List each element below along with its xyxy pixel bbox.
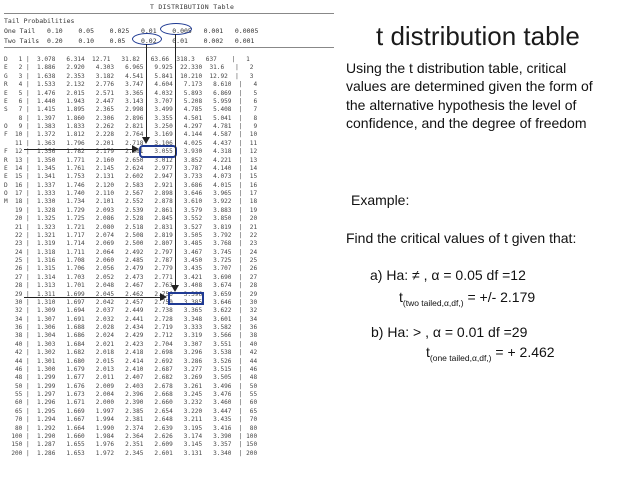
table-row: 32 | 1.309 1.694 2.037 2.449 2.738 3.365… — [4, 307, 258, 315]
table-row: R 4 | 1.533 2.132 2.776 3.747 4.604 7.17… — [4, 81, 258, 89]
table-row: M 18 | 1.330 1.734 2.101 2.552 2.878 3.6… — [4, 198, 258, 206]
case-a-t-symbol: t — [399, 289, 403, 305]
df-29-arrow-head — [160, 293, 167, 301]
case-b-t-symbol: t — [426, 344, 430, 360]
alpha-0-01-one-tail-marker — [160, 23, 192, 35]
table-row: 55 | 1.297 1.673 2.004 2.396 2.668 3.245… — [4, 391, 258, 398]
case-b-condition: b) Ha: > , α = 0.01 df =29 — [371, 324, 528, 340]
table-row: R 13 | 1.350 1.771 2.160 2.650 3.012 3.8… — [4, 156, 258, 164]
table-header-two-tails: Two Tails 0.20 0.10 0.05 0.02 0.01 0.002… — [4, 37, 255, 45]
table-row: 38 | 1.304 1.686 2.024 2.429 2.712 3.319… — [4, 332, 258, 340]
alpha-one-tail-arrow-head — [171, 285, 179, 292]
df-12-arrow-line — [24, 149, 132, 150]
table-row: O 9 | 1.383 1.833 2.262 2.821 3.250 4.29… — [4, 123, 258, 130]
table-body: D 1 | 3.078 6.314 12.71 31.82 63.66 318.… — [4, 56, 257, 458]
case-b-value: = + 2.462 — [491, 344, 555, 360]
case-a-condition: a) Ha: ≠ , α = 0.05 df =12 — [370, 267, 526, 283]
table-row: 19 | 1.328 1.729 2.093 2.539 2.861 3.579… — [4, 206, 258, 214]
critical-value-2-179-highlight — [139, 145, 177, 158]
table-row: 70 | 1.294 1.667 1.994 2.381 2.648 3.211… — [4, 416, 258, 424]
table-row: 21 | 1.323 1.721 2.080 2.518 2.831 3.527… — [4, 223, 258, 231]
table-row: 30 | 1.310 1.697 2.042 2.457 2.750 3.385… — [4, 298, 258, 306]
t-distribution-table-image: T DISTRIBUTION Table Tail Probabilities … — [4, 3, 334, 458]
table-row: E 15 | 1.341 1.753 2.131 2.602 2.947 3.7… — [4, 173, 258, 181]
table-top-rule — [4, 13, 334, 14]
table-row: 50 | 1.299 1.676 2.009 2.403 2.678 3.261… — [4, 382, 258, 390]
alpha-one-tail-arrow-line — [175, 34, 176, 285]
table-row: 200 | 1.286 1.653 1.972 2.345 2.601 3.13… — [4, 449, 258, 457]
table-row: 34 | 1.307 1.691 2.032 2.441 2.728 3.348… — [4, 315, 258, 323]
example-label: Example: — [351, 192, 410, 208]
table-row: E 2 | 1.886 2.920 4.303 6.965 9.925 22.3… — [4, 64, 254, 72]
case-a-value: = +/- 2.179 — [463, 289, 536, 305]
case-b-result: t(one tailed,α,df,) = + 2.462 — [426, 344, 555, 363]
table-row: 36 | 1.306 1.688 2.028 2.434 2.719 3.333… — [4, 324, 258, 331]
table-row: D 16 | 1.337 1.746 2.120 2.583 2.921 3.6… — [4, 181, 258, 189]
table-row: 22 | 1.321 1.717 2.074 2.508 2.819 3.505… — [4, 231, 258, 239]
slide-title: t distribution table — [376, 21, 580, 51]
table-row: 27 | 1.314 1.703 2.052 2.473 2.771 3.421… — [4, 273, 258, 281]
alpha-column-arrow-line — [146, 44, 147, 137]
table-row: F 10 | 1.372 1.812 2.228 2.764 3.169 4.1… — [4, 131, 258, 139]
find-critical-values-text: Find the critical values of t given that… — [346, 230, 577, 246]
table-row: E 6 | 1.440 1.943 2.447 3.143 3.707 5.20… — [4, 97, 258, 105]
table-row: G 3 | 1.638 2.353 3.182 4.541 5.841 10.2… — [4, 72, 254, 80]
table-row: 48 | 1.299 1.677 2.011 2.407 2.682 3.269… — [4, 374, 258, 382]
table-row: 8 | 1.397 1.860 2.306 2.896 3.355 4.501 … — [4, 114, 258, 122]
table-title: T DISTRIBUTION Table — [150, 3, 235, 11]
table-row: 25 | 1.316 1.708 2.060 2.485 2.787 3.450… — [4, 257, 258, 264]
table-row: 46 | 1.300 1.679 2.013 2.410 2.687 3.277… — [4, 365, 258, 373]
intro-paragraph: Using the t distribution table, critical… — [346, 60, 593, 132]
table-row: 100 | 1.290 1.660 1.984 2.364 2.626 3.17… — [4, 432, 258, 440]
table-header-one-tail: One Tail 0.10 0.05 0.025 0.01 0.005 0.00… — [4, 27, 259, 35]
table-header-rule — [4, 47, 334, 48]
table-row: 44 | 1.301 1.680 2.015 2.414 2.692 3.286… — [4, 357, 258, 365]
table-row: 24 | 1.318 1.711 2.064 2.492 2.797 3.467… — [4, 248, 258, 256]
case-a-result: t(two tailed,α,df,) = +/- 2.179 — [399, 289, 535, 308]
table-row: 150 | 1.287 1.655 1.976 2.351 2.609 3.14… — [4, 441, 258, 449]
table-row: O 17 | 1.333 1.740 2.110 2.567 2.898 3.6… — [4, 190, 258, 197]
table-row: 42 | 1.302 1.682 2.018 2.418 2.698 3.296… — [4, 349, 258, 357]
alpha-0-05-two-tail-marker — [132, 33, 162, 45]
table-row: 23 | 1.319 1.714 2.069 2.500 2.807 3.485… — [4, 240, 258, 248]
table-header-tail-probabilities: Tail Probabilities — [4, 17, 75, 25]
table-row: 11 | 1.363 1.796 2.201 2.718 3.106 4.025… — [4, 139, 258, 147]
table-row: D 1 | 3.078 6.314 12.71 31.82 63.66 318.… — [4, 56, 250, 63]
table-row: 65 | 1.295 1.669 1.997 2.385 2.654 3.220… — [4, 407, 258, 415]
critical-value-2-462-highlight — [168, 292, 204, 305]
table-row: 20 | 1.325 1.725 2.086 2.528 2.845 3.552… — [4, 215, 258, 223]
table-row: 80 | 1.292 1.664 1.990 2.374 2.639 3.195… — [4, 424, 258, 432]
alpha-column-arrow-head — [142, 137, 150, 144]
table-row: 26 | 1.315 1.706 2.056 2.479 2.779 3.435… — [4, 265, 258, 273]
df-29-arrow-line — [24, 297, 160, 298]
case-a-subscript: (two tailed,α,df,) — [402, 298, 464, 308]
table-row: S 7 | 1.415 1.895 2.365 2.998 3.499 4.78… — [4, 106, 258, 114]
table-row: 28 | 1.313 1.701 2.048 2.467 2.763 3.408… — [4, 282, 258, 290]
table-row: E 14 | 1.345 1.761 2.145 2.624 2.977 3.7… — [4, 164, 258, 172]
table-row: E 5 | 1.476 2.015 2.571 3.365 4.032 5.89… — [4, 89, 258, 97]
table-row: 40 | 1.303 1.684 2.021 2.423 2.704 3.307… — [4, 340, 258, 348]
case-b-subscript: (one tailed,α,df,) — [429, 353, 492, 363]
df-12-arrow-head — [132, 145, 139, 153]
table-row: 60 | 1.296 1.671 2.000 2.390 2.660 3.232… — [4, 399, 258, 407]
